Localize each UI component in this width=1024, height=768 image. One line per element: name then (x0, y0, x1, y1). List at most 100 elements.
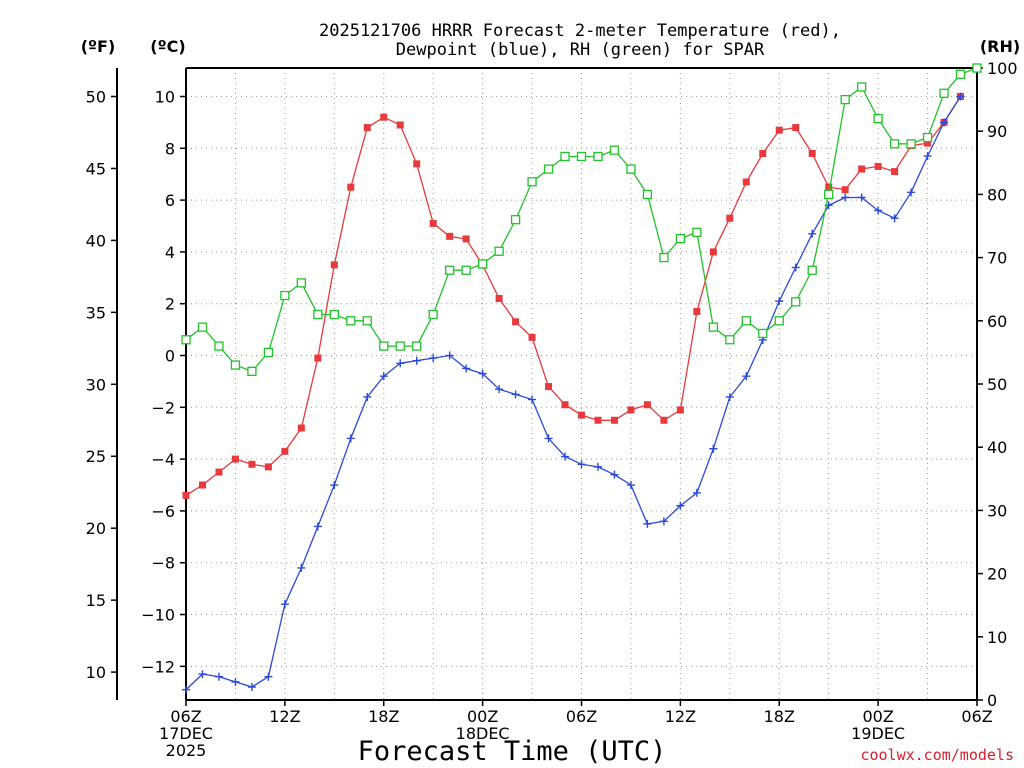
temperature-point (413, 160, 421, 168)
dewpoint-point (610, 470, 619, 479)
temperature-point (495, 295, 503, 303)
rh-point (939, 88, 949, 98)
temperature-point (742, 178, 750, 186)
celsius-tick-label: 0 (165, 347, 175, 366)
dewpoint-point (280, 600, 289, 609)
credit-text: coolwx.com/models (860, 746, 1014, 764)
temperature-point (215, 468, 223, 476)
temperature-point (182, 491, 190, 499)
rh-point (725, 335, 735, 345)
rh-point (412, 341, 422, 351)
temperature-point (512, 318, 520, 326)
fahrenheit-tick-label: 45 (86, 159, 106, 178)
rh-point (296, 278, 307, 288)
dewpoint-point (775, 297, 784, 306)
rh-point (741, 316, 751, 326)
dewpoint-point (791, 263, 800, 272)
celsius-tick-label: 10 (155, 87, 175, 106)
rh-point (609, 145, 620, 155)
fahrenheit-tick-label: 40 (86, 231, 106, 250)
celsius-tick-label: −12 (141, 657, 175, 676)
rh-point (543, 164, 554, 174)
dewpoint-point (182, 685, 190, 694)
fahrenheit-tick-label: 10 (86, 663, 106, 682)
temperature-point (610, 416, 618, 424)
rh-point (560, 151, 570, 162)
chart-title-line-2: Dewpoint (blue), RH (green) for SPAR (396, 40, 765, 60)
temperature-point (643, 401, 651, 409)
dewpoint-point (445, 351, 454, 360)
rh-point (510, 215, 521, 225)
dewpoint-point (940, 118, 949, 127)
rh-point (197, 322, 208, 332)
temperature-point (841, 186, 849, 194)
fahrenheit-tick-label: 35 (86, 303, 106, 322)
dewpoint-point (511, 390, 520, 399)
temperature-point (231, 455, 239, 463)
celsius-tick-label: 4 (165, 243, 175, 262)
rh-point (824, 189, 834, 200)
rh-point (889, 139, 900, 149)
temperature-point (363, 124, 371, 132)
temperature-point (858, 165, 866, 173)
dewpoint-point (725, 392, 734, 401)
rh-tick-label: 30 (987, 501, 1007, 520)
dewpoint-point (330, 481, 339, 490)
temperature-point (561, 401, 569, 409)
temperature-point (924, 139, 932, 147)
dewpoint-point (890, 214, 899, 223)
fahrenheit-tick-label: 50 (86, 87, 106, 106)
fahrenheit-tick-label: 25 (86, 447, 106, 466)
dewpoint-point (313, 522, 322, 531)
rh-point (906, 139, 916, 149)
dewpoint-point (247, 683, 256, 692)
grid-lines (186, 68, 977, 700)
rh-point (807, 265, 817, 275)
rh-point (675, 233, 686, 244)
temperature-point (528, 333, 536, 341)
dewpoint-point (346, 434, 355, 443)
chart-title-line-1: 2025121706 HRRR Forecast 2-meter Tempera… (319, 21, 841, 41)
dewpoint-point (478, 369, 487, 378)
temperature-point (693, 307, 701, 315)
rh-tick-label: 60 (987, 312, 1007, 331)
rh-point (477, 259, 488, 269)
temperature-point (264, 463, 272, 471)
celsius-unit-label: (ºC) (150, 37, 185, 56)
rh-point (181, 335, 191, 345)
dewpoint-point (841, 193, 850, 202)
rh-tick-label: 100 (987, 59, 1018, 78)
celsius-tick-label: −8 (151, 554, 175, 573)
dewpoint-point (264, 672, 273, 681)
dewpoint-point (709, 444, 718, 453)
rh-point (593, 151, 603, 162)
x-tick-label: 00Z (862, 707, 893, 726)
dewpoint-point (659, 517, 668, 526)
dewpoint-point (214, 672, 223, 681)
dewpoint-point (462, 364, 471, 373)
series-celsius-filled-square (182, 92, 965, 499)
dewpoint-point (429, 354, 438, 363)
rh-tick-label: 40 (987, 438, 1007, 457)
x-tick-label: 2025 (166, 741, 207, 760)
dewpoint-point (874, 206, 883, 215)
temperature-point (248, 460, 256, 468)
dewpoint-point (643, 519, 652, 528)
temperature-point (297, 424, 305, 432)
x-tick-label: 12Z (665, 707, 696, 726)
rh-tick-label: 50 (987, 375, 1007, 394)
rh-point (758, 328, 768, 339)
rh-tick-label: 0 (987, 691, 997, 710)
dewpoint-point (676, 501, 685, 510)
series-line (185, 96, 962, 691)
temperature-point (380, 113, 388, 121)
rh-tick-label: 80 (987, 185, 1007, 204)
temperature-point (429, 219, 437, 227)
x-tick-label: 18Z (764, 707, 795, 726)
celsius-tick-label: −6 (151, 502, 175, 521)
temperature-point (808, 149, 816, 157)
series-rh-open-square (181, 63, 982, 377)
rh-point (263, 347, 274, 358)
series-celsius-plus (182, 92, 965, 694)
x-tick-label: 18DEC (456, 724, 510, 743)
